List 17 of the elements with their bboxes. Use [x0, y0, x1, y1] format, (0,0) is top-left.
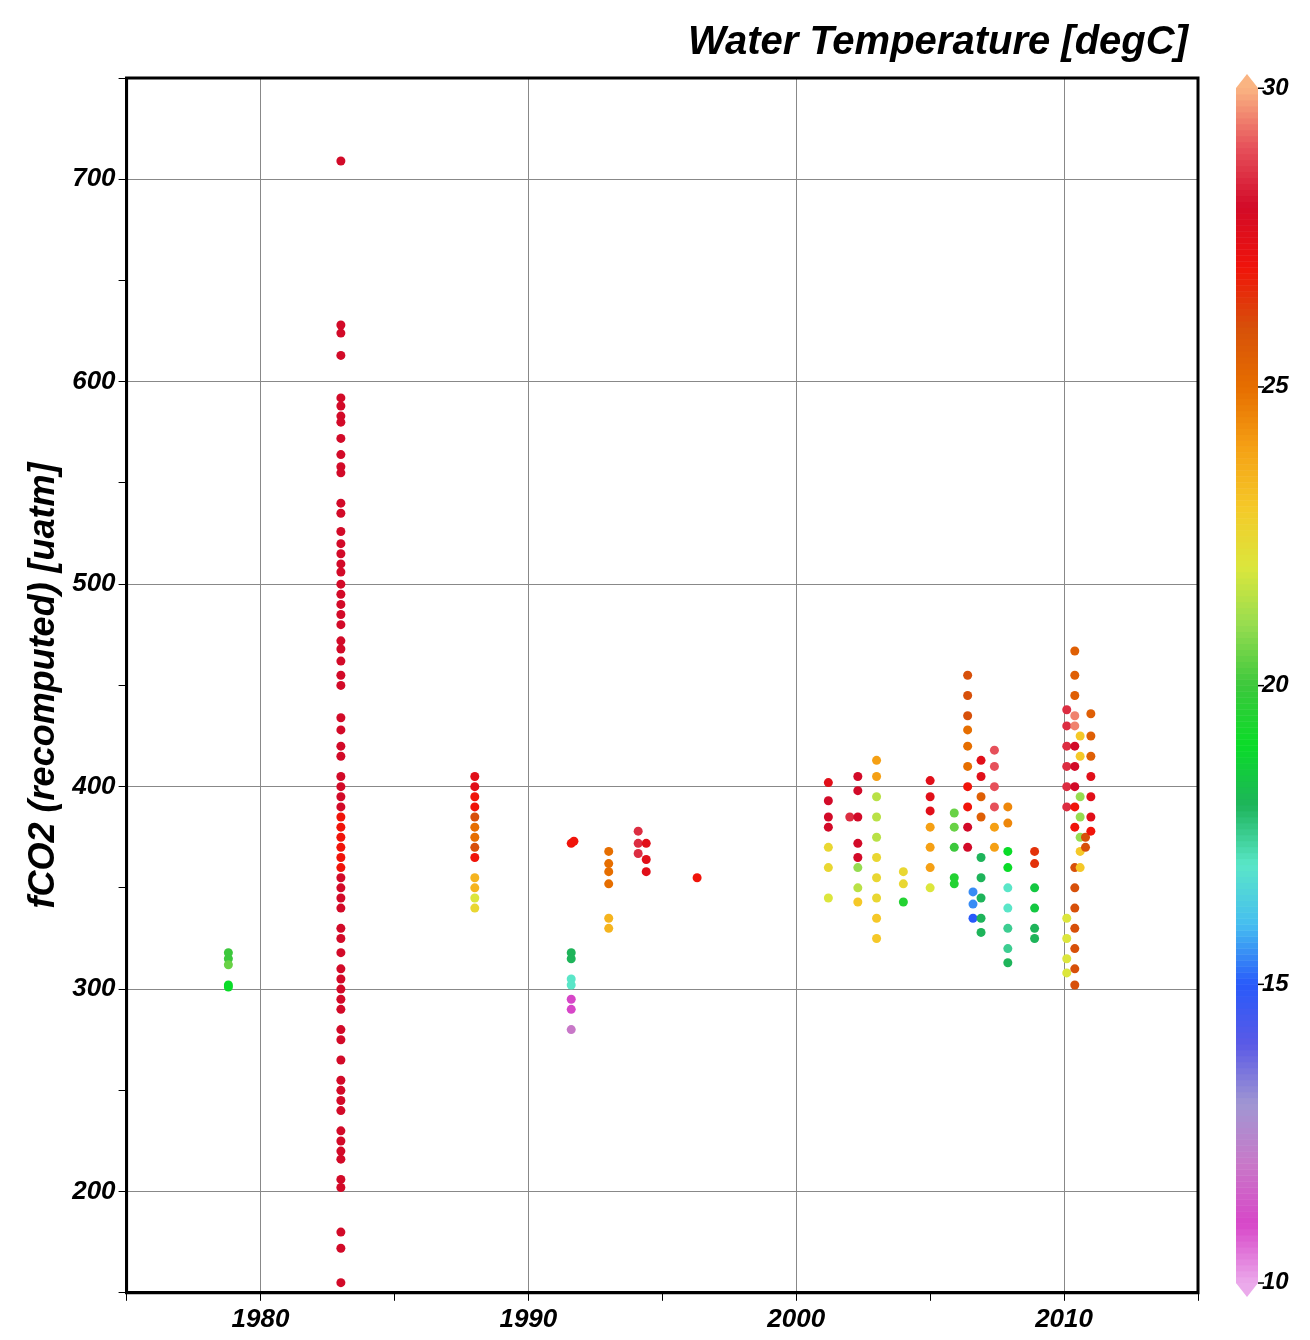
- color-bar-label: 10: [1262, 1267, 1290, 1295]
- color-bar-label: 30: [1262, 72, 1290, 100]
- x-tick-label: 1990: [499, 1302, 558, 1333]
- color-bar-label: 15: [1262, 968, 1290, 996]
- color-bar-label: 25: [1261, 371, 1290, 399]
- x-tick-label: 2010: [1034, 1302, 1094, 1333]
- color-bar-title: Water Temperature [degC]: [687, 18, 1190, 62]
- y-tick-label: 700: [72, 162, 117, 193]
- x-tick-label: 1980: [231, 1302, 290, 1333]
- y-tick-label: 600: [72, 364, 117, 395]
- color-bar-label: 20: [1261, 670, 1290, 698]
- y-tick-label: 400: [71, 769, 117, 800]
- y-tick-label: 300: [72, 972, 117, 1003]
- y-axis-title: fCO2 (recomputed) [uatm]: [20, 461, 62, 909]
- x-tick-label: 2000: [766, 1302, 826, 1333]
- y-tick-label: 500: [72, 567, 117, 598]
- y-tick-label: 200: [71, 1174, 117, 1205]
